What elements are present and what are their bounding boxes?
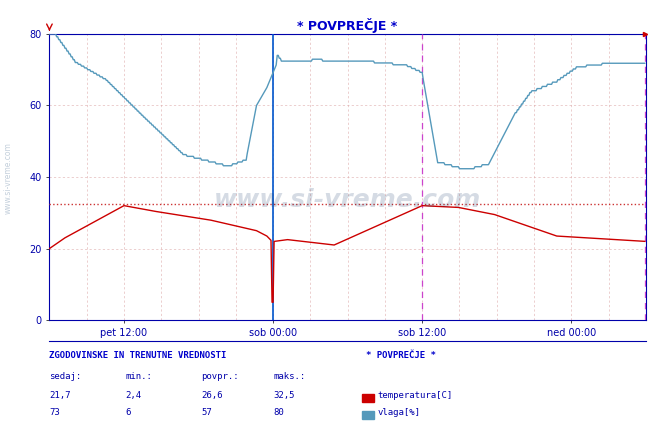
Text: sedaj:: sedaj:	[49, 372, 82, 382]
Text: 73: 73	[49, 407, 60, 417]
Text: 57: 57	[201, 407, 212, 417]
Text: 80: 80	[273, 407, 284, 417]
Text: www.si-vreme.com: www.si-vreme.com	[3, 142, 13, 214]
Text: 21,7: 21,7	[49, 391, 71, 400]
Text: www.si-vreme.com: www.si-vreme.com	[214, 188, 481, 212]
Text: * POVPREČJE *: * POVPREČJE *	[366, 351, 436, 360]
Text: 32,5: 32,5	[273, 391, 295, 400]
Text: vlaga[%]: vlaga[%]	[378, 407, 420, 417]
Title: * POVPREČJE *: * POVPREČJE *	[297, 18, 398, 33]
Text: min.:: min.:	[125, 372, 152, 382]
Text: ZGODOVINSKE IN TRENUTNE VREDNOSTI: ZGODOVINSKE IN TRENUTNE VREDNOSTI	[49, 351, 227, 360]
Text: 6: 6	[125, 407, 130, 417]
Text: povpr.:: povpr.:	[201, 372, 239, 382]
Text: maks.:: maks.:	[273, 372, 306, 382]
Text: temperatura[C]: temperatura[C]	[378, 391, 453, 400]
Text: 26,6: 26,6	[201, 391, 223, 400]
Text: 2,4: 2,4	[125, 391, 141, 400]
